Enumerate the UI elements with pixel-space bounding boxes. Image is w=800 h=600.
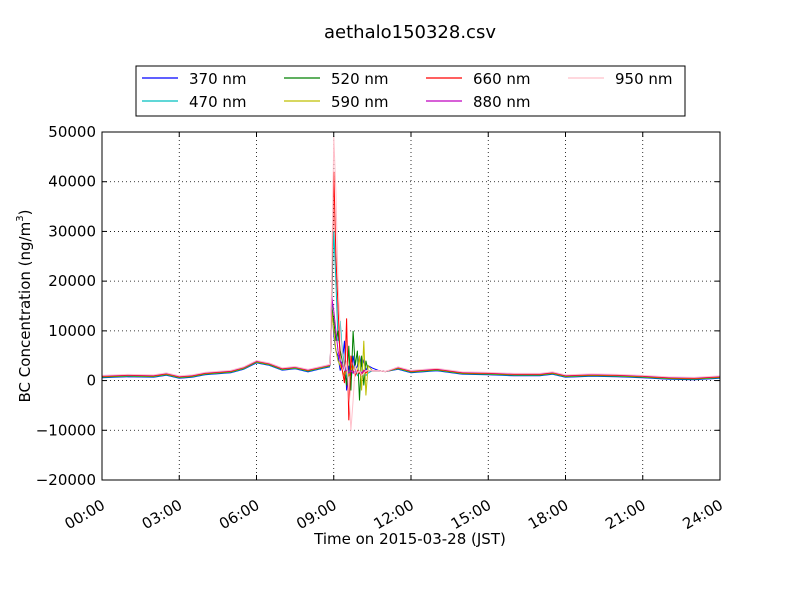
legend-label: 880 nm <box>473 93 531 111</box>
x-tick-label: 18:00 <box>525 496 571 533</box>
y-axis: 50000 40000 30000 20000 10000 0 −10000 −20000 <box>36 123 720 489</box>
legend: 370 nm 470 nm 520 nm 590 nm 660 nm 880 nm 950 … <box>135 65 686 117</box>
y-tick-label: 20000 <box>48 272 96 290</box>
legend-label: 370 nm <box>189 70 247 88</box>
y-axis-label-sup: 3 <box>15 215 26 221</box>
x-tick-label: 15:00 <box>448 496 494 533</box>
series-line <box>101 231 721 381</box>
x-tick-label: 00:00 <box>62 496 108 533</box>
legend-box <box>135 65 686 117</box>
chart-title: aethalo150328.csv <box>324 22 496 43</box>
series-line <box>101 310 721 396</box>
legend-label: 590 nm <box>331 93 389 111</box>
plot-lines <box>101 136 721 431</box>
y-tick-label: 40000 <box>48 173 96 191</box>
grid <box>102 132 720 480</box>
x-axis-label: Time on 2015-03-28 (JST) <box>313 530 506 548</box>
y-tick-label: −20000 <box>36 471 96 489</box>
y-tick-label: −10000 <box>36 421 96 439</box>
legend-label: 660 nm <box>473 70 531 88</box>
x-axis: 00:00 03:00 06:00 09:00 12:00 15:00 18:00 21:00… <box>62 132 726 533</box>
legend-label: 520 nm <box>331 70 389 88</box>
y-axis-label-main: BC Concentration (ng/m <box>16 222 34 403</box>
x-tick-label: 09:00 <box>293 496 339 533</box>
x-tick-label: 21:00 <box>602 496 648 533</box>
y-axis-label-close: ) <box>16 210 34 216</box>
x-tick-label: 12:00 <box>371 496 417 533</box>
series-line <box>101 136 721 431</box>
y-tick-label: 0 <box>86 372 96 390</box>
legend-label: 950 nm <box>615 70 673 88</box>
x-tick-label: 06:00 <box>216 496 262 533</box>
x-tick-label: 03:00 <box>139 496 185 533</box>
y-tick-label: 10000 <box>48 322 96 340</box>
y-axis-label: BC Concentration (ng/m3) <box>15 210 34 403</box>
y-tick-label: 50000 <box>48 123 96 141</box>
x-tick-label: 24:00 <box>680 496 726 533</box>
legend-label: 470 nm <box>189 93 247 111</box>
y-tick-label: 30000 <box>48 222 96 240</box>
